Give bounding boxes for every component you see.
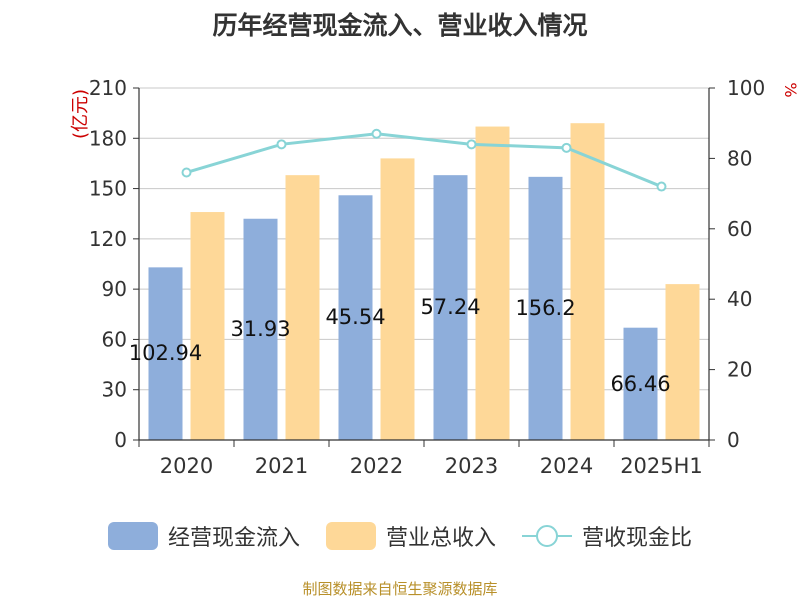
x-tick-label: 2021 xyxy=(255,454,308,478)
labels-layer: 102.94 31.93 45.54 57.24 156.2 66.46 xyxy=(129,295,671,396)
y-right-tick-label: 80 xyxy=(727,146,752,170)
legend-swatch-revenue xyxy=(325,522,376,550)
legend-label-ratio: 营收现金比 xyxy=(582,526,693,551)
data-label-cash-flow: 45.54 xyxy=(325,305,385,329)
chart-title: 历年经营现金流入、营业收入情况 xyxy=(212,11,588,40)
x-tick-label: 2025H1 xyxy=(620,454,703,478)
point-ratio xyxy=(181,167,192,178)
y-left-tick-label: 180 xyxy=(89,126,127,150)
bar-cash-flow xyxy=(623,327,658,440)
legend-label-revenue: 营业总收入 xyxy=(385,526,496,551)
y-left-tick-label: 0 xyxy=(114,428,127,452)
data-label-cash-flow: 66.46 xyxy=(610,372,670,396)
y-right-unit: % xyxy=(781,82,800,97)
bar-revenue xyxy=(190,212,225,440)
data-label-cash-flow: 156.2 xyxy=(515,296,575,320)
y-right-tick-label: 40 xyxy=(727,287,752,311)
y-right-tick-label: 60 xyxy=(727,217,752,241)
y-left-tick-label: 60 xyxy=(102,327,127,351)
data-label-cash-flow: 57.24 xyxy=(420,295,480,319)
y-left-tick-label: 210 xyxy=(89,76,127,100)
line-layer xyxy=(181,128,667,192)
y-left-tick-label: 90 xyxy=(102,277,127,301)
point-ratio xyxy=(656,181,667,192)
point-ratio xyxy=(466,139,477,150)
bar-cash-flow xyxy=(433,175,468,440)
x-tick-label: 2022 xyxy=(350,454,403,478)
data-label-cash-flow: 102.94 xyxy=(129,341,202,365)
legend-label-cash-flow: 经营现金流入 xyxy=(167,526,300,551)
bar-cash-flow xyxy=(338,195,373,440)
x-tick-label: 2023 xyxy=(445,454,498,478)
point-ratio xyxy=(561,142,572,153)
bar-revenue xyxy=(665,284,700,440)
bar-cash-flow xyxy=(243,218,278,440)
bar-revenue xyxy=(570,123,605,440)
bar-revenue xyxy=(380,158,415,440)
legend: 经营现金流入 营业总收入 营收现金比 xyxy=(0,516,800,556)
y-right-tick-label: 100 xyxy=(727,76,765,100)
x-tick-label: 2024 xyxy=(540,454,593,478)
legend-item-cash-flow[interactable]: 经营现金流入 xyxy=(107,520,300,552)
bar-revenue xyxy=(475,126,510,441)
legend-item-revenue[interactable]: 营业总收入 xyxy=(325,520,496,552)
legend-swatch-cash-flow xyxy=(107,522,158,550)
bar-cash-flow xyxy=(528,176,563,441)
y-left-tick-label: 150 xyxy=(89,177,127,201)
bars-layer xyxy=(148,123,700,441)
x-tick-label: 2020 xyxy=(160,454,213,478)
data-label-cash-flow: 31.93 xyxy=(230,317,290,341)
y-right-tick-label: 0 xyxy=(727,428,740,452)
bar-cash-flow xyxy=(148,267,183,440)
y-left-tick-label: 30 xyxy=(102,378,127,402)
legend-item-ratio[interactable]: 营收现金比 xyxy=(522,520,692,552)
legend-swatch-ratio xyxy=(522,522,572,550)
y-left-unit: (亿元) xyxy=(70,89,91,139)
y-right-tick-label: 20 xyxy=(727,358,752,382)
axes-layer: 0 30 60 90 120 150 180 210 0 20 40 60 80 100 (亿元) % 2020… xyxy=(70,76,800,478)
point-ratio xyxy=(371,128,382,139)
footer-source: 制图数据来自恒生聚源数据库 xyxy=(302,580,498,598)
y-left-tick-label: 120 xyxy=(89,227,127,251)
bar-revenue xyxy=(285,175,320,440)
line-ratio xyxy=(186,132,663,188)
point-ratio xyxy=(276,139,287,150)
